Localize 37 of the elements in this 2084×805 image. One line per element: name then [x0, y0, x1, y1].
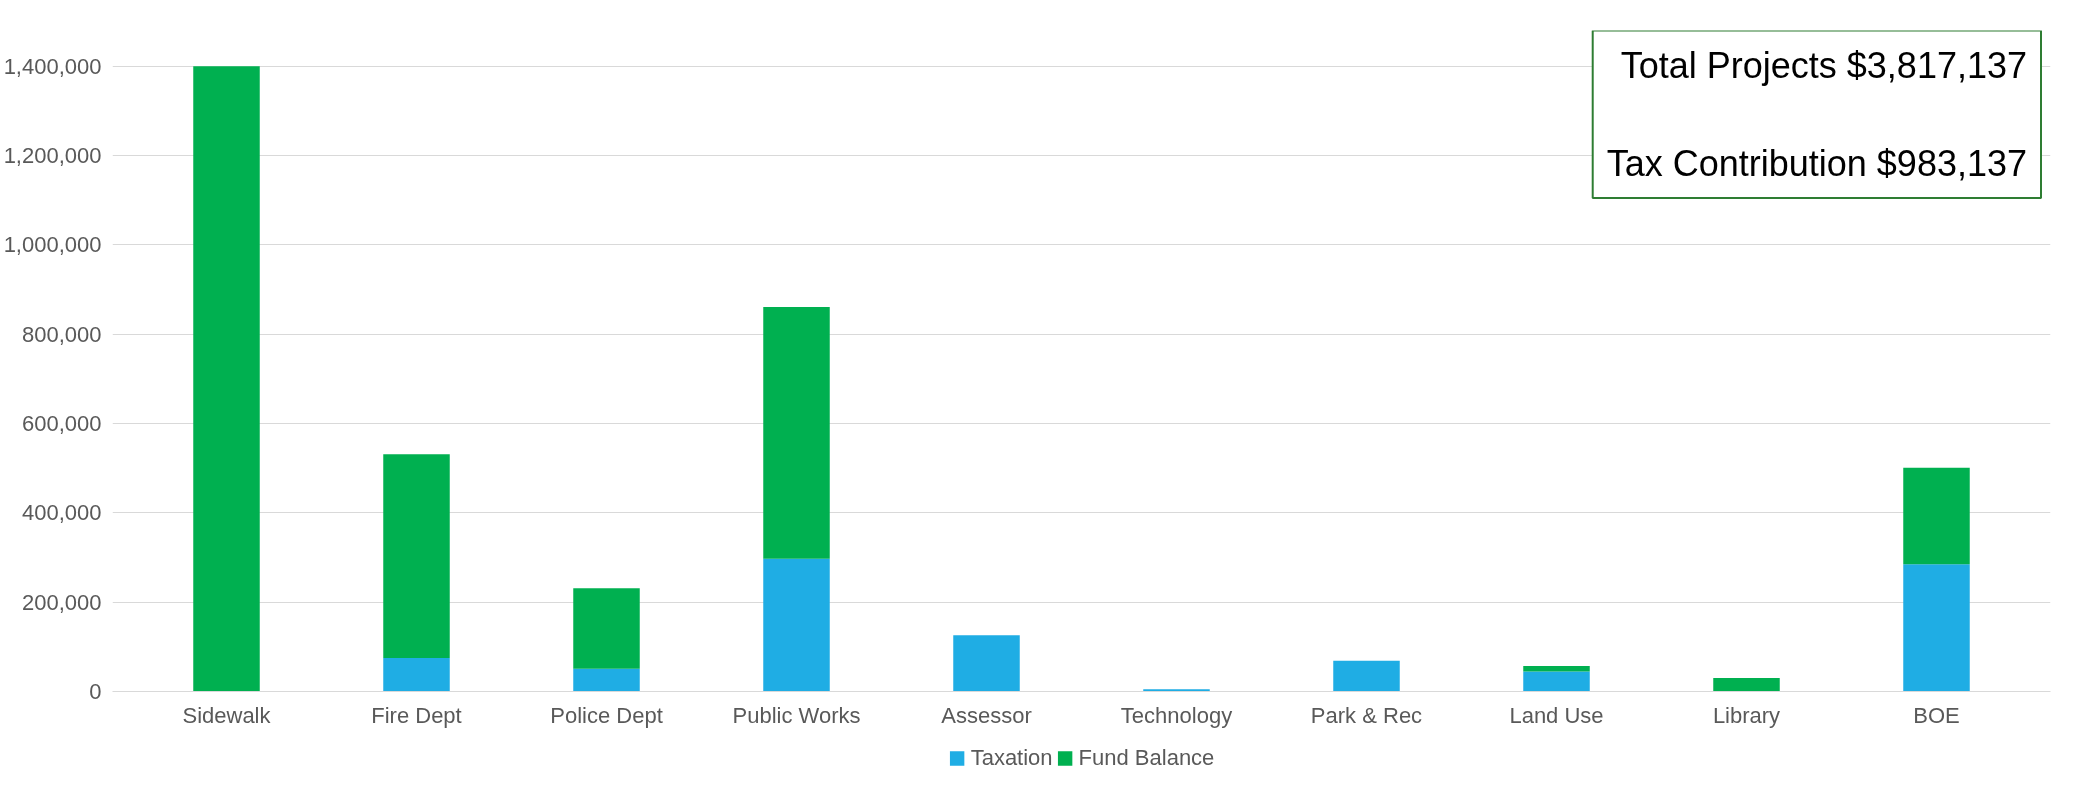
bar	[763, 558, 830, 692]
x-tick-label: Police Dept	[550, 702, 663, 728]
y-tick-label: 800,000	[21, 321, 102, 347]
bar	[1523, 671, 1590, 692]
bar	[193, 66, 260, 692]
bar	[573, 668, 640, 692]
x-tick-label: Sidewalk	[182, 702, 272, 728]
bar	[763, 306, 830, 559]
y-tick-label: 0	[89, 679, 102, 704]
bar	[953, 635, 1020, 692]
y-tick-label: 400,000	[21, 500, 102, 526]
annotation: Total Projects $3,817,137	[1620, 44, 2027, 86]
bar	[1523, 666, 1590, 672]
y-tick-label: 1,400,000	[3, 53, 102, 79]
x-tick-label: Park & Rec	[1310, 702, 1423, 728]
bar	[1333, 660, 1400, 692]
bar	[1903, 564, 1970, 692]
legend-label: Fund Balance	[1078, 744, 1215, 771]
annotation: Tax Contribution $983,137	[1606, 142, 2027, 184]
bar	[573, 588, 640, 669]
x-tick-label: Fire Dept	[371, 702, 462, 728]
y-tick-label: 1,200,000	[3, 143, 102, 169]
legend-label: Taxation	[970, 744, 1053, 771]
bar	[383, 658, 450, 692]
y-tick-label: 1,000,000	[3, 232, 102, 258]
x-tick-label: Land Use	[1509, 702, 1604, 728]
x-tick-label: Assessor	[941, 702, 1032, 728]
bar	[1903, 467, 1970, 565]
y-tick-label: 200,000	[21, 589, 102, 615]
x-tick-label: BOE	[1913, 702, 1960, 728]
x-tick-label: Technology	[1120, 702, 1233, 728]
x-tick-label: Library	[1712, 702, 1781, 728]
bar	[1713, 678, 1780, 692]
bar	[1143, 689, 1210, 692]
x-tick-label: Public Works	[732, 702, 861, 728]
bar	[383, 454, 450, 658]
y-tick-label: 600,000	[21, 411, 102, 437]
